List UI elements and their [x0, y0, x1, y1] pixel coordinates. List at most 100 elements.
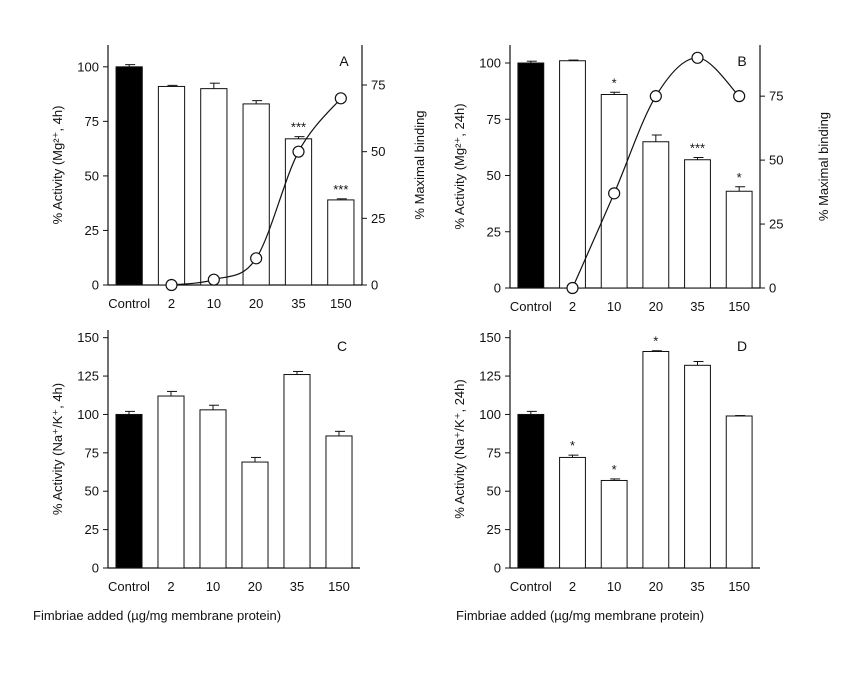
panel-a: 0 25 50 75 100 Control 2 10 20 *** 35 *** 150 0 25 50 75… — [50, 45, 427, 311]
bar — [559, 456, 586, 569]
x-tick-label: 150 — [330, 296, 352, 311]
panel-letter: A — [339, 53, 349, 69]
secondary-y-axis-label: % Maximal binding — [816, 112, 831, 221]
bar — [642, 350, 670, 569]
binding-point — [691, 51, 704, 64]
x-tick-label: 35 — [290, 579, 304, 594]
bar — [517, 62, 545, 289]
bar — [157, 85, 186, 286]
y-axis-label: % Activity (Mg²⁺, 4h) — [50, 106, 65, 225]
x-tick-label: 2 — [167, 579, 174, 594]
secondary-y-tick-label: 50 — [371, 144, 385, 159]
x-tick-label: 20 — [249, 296, 263, 311]
bar — [327, 199, 355, 286]
x-tick-label: Control — [510, 299, 552, 314]
x-tick-label: 35 — [690, 579, 704, 594]
binding-point — [165, 278, 178, 292]
y-tick-label: 25 — [487, 522, 501, 537]
x-tick-label: Control — [108, 579, 150, 594]
secondary-y-tick-label: 25 — [371, 211, 385, 226]
y-tick-label: 125 — [479, 369, 501, 384]
x-tick-label: Control — [510, 579, 552, 594]
binding-point — [608, 187, 621, 200]
secondary-y-tick-label: 0 — [769, 281, 776, 296]
binding-point — [334, 92, 347, 105]
x-tick-label: 10 — [607, 299, 621, 314]
x-tick-label: 150 — [728, 579, 750, 594]
y-axis-label: % Activity (Na⁺/K⁺, 4h) — [50, 383, 65, 515]
y-tick-label: 75 — [487, 445, 501, 460]
x-tick-label: 10 — [207, 296, 221, 311]
binding-curve — [171, 97, 342, 286]
secondary-y-tick-label: 25 — [769, 217, 783, 232]
y-tick-label: 100 — [77, 407, 99, 422]
y-tick-label: 25 — [85, 522, 99, 537]
y-tick-label: 150 — [77, 330, 99, 345]
panel-b: 0 25 50 75 100 Control 2 * 10 20 *** 35 * 150 0 25 50 75%… — [452, 45, 831, 314]
x-tick-label: 150 — [328, 579, 350, 594]
bar — [284, 138, 313, 286]
x-tick-label: 150 — [728, 299, 750, 314]
y-tick-label: 0 — [92, 561, 99, 576]
y-tick-label: 50 — [487, 484, 501, 499]
bar — [283, 374, 311, 569]
x-axis-caption-left: Fimbriae added (µg/mg membrane protein) — [33, 608, 282, 623]
x-tick-label: 35 — [690, 299, 704, 314]
binding-point — [733, 90, 746, 103]
bar — [241, 461, 269, 569]
y-tick-label: 125 — [77, 369, 99, 384]
bar — [199, 409, 227, 569]
x-tick-label: 2 — [569, 299, 576, 314]
x-tick-label: 20 — [248, 579, 262, 594]
y-tick-label: 150 — [479, 330, 501, 345]
y-tick-label: 25 — [487, 224, 501, 239]
bar — [115, 66, 143, 286]
y-tick-label: 50 — [85, 484, 99, 499]
significance-label: * — [612, 462, 617, 477]
x-tick-label: 2 — [569, 579, 576, 594]
bar — [642, 141, 670, 289]
x-tick-label: 10 — [206, 579, 220, 594]
x-tick-label: 20 — [649, 579, 663, 594]
y-tick-label: 75 — [85, 114, 99, 129]
secondary-y-tick-label: 75 — [769, 89, 783, 104]
x-axis-caption-right: Fimbriae added (µg/mg membrane protein) — [456, 608, 705, 623]
bar — [725, 415, 753, 569]
binding-point — [250, 252, 263, 265]
panel-letter: C — [337, 338, 347, 354]
panel-d: 0 25 50 75 100 125 150 Control * 2 * 10 * 20 35 150 D % A… — [452, 330, 760, 594]
binding-point — [649, 90, 662, 103]
secondary-y-tick-label: 75 — [371, 78, 385, 93]
bar — [600, 479, 628, 569]
y-tick-label: 25 — [85, 223, 99, 238]
significance-label: *** — [333, 182, 348, 197]
bar — [559, 60, 586, 289]
panel-letter: B — [737, 53, 746, 69]
y-tick-label: 0 — [494, 561, 501, 576]
x-tick-label: 35 — [291, 296, 305, 311]
binding-point — [292, 145, 305, 158]
x-tick-label: Control — [108, 296, 150, 311]
secondary-y-tick-label: 0 — [371, 278, 378, 293]
secondary-y-axis-label: % Maximal binding — [412, 110, 427, 219]
y-tick-label: 100 — [479, 56, 501, 71]
significance-label: * — [570, 438, 575, 453]
bar — [684, 159, 711, 289]
y-tick-label: 100 — [77, 59, 99, 74]
bar — [115, 413, 143, 569]
y-tick-label: 50 — [85, 168, 99, 183]
panel-c: 0 25 50 75 100 125 150 Control 2 10 20 35 150 C % Acti… — [50, 330, 360, 594]
bar — [157, 395, 185, 569]
binding-point — [207, 273, 220, 286]
x-tick-label: 10 — [607, 579, 621, 594]
x-tick-label: 20 — [649, 299, 663, 314]
y-tick-label: 100 — [479, 407, 501, 422]
x-tick-label: 2 — [168, 296, 175, 311]
y-axis-label: % Activity (Mg²⁺, 24h) — [452, 103, 467, 229]
significance-label: * — [653, 334, 658, 349]
secondary-y-tick-label: 50 — [769, 153, 783, 168]
bar — [325, 435, 353, 569]
significance-label: * — [737, 170, 742, 185]
y-tick-label: 0 — [494, 281, 501, 296]
